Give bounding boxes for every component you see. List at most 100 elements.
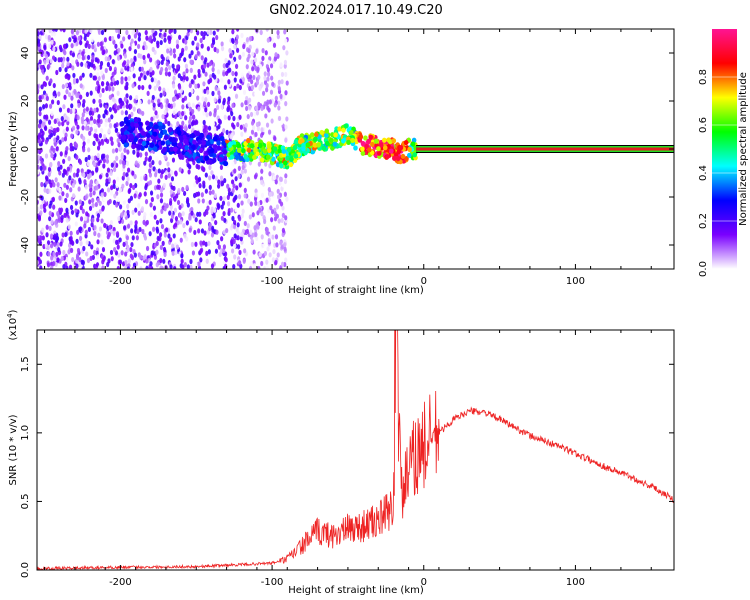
ridge-cell [389, 148, 394, 154]
heatmap-cell [269, 89, 274, 95]
heatmap-cell [216, 29, 220, 32]
heatmap-cell [214, 175, 219, 181]
heatmap-cell [240, 32, 244, 39]
heatmap-cell [57, 91, 61, 97]
heatmap-cell [62, 29, 66, 33]
heatmap-cell [272, 225, 276, 231]
heatmap-cell [221, 200, 226, 206]
heatmap-cell [213, 46, 217, 53]
heatmap-cell [71, 52, 76, 58]
heatmap-cell [254, 231, 258, 238]
heatmap-cell [56, 126, 60, 133]
spectrogram-x-label: Height of straight line (km) [288, 285, 424, 296]
heatmap-cell [45, 114, 49, 120]
heatmap-cell [233, 219, 237, 225]
y-tick-label: -20 [20, 189, 31, 205]
heatmap-cell [114, 127, 119, 133]
heatmap-cell [184, 115, 188, 121]
ridge-cell [131, 143, 136, 150]
ridge-cell [385, 153, 390, 160]
heatmap-cell [52, 82, 56, 89]
heatmap-cell [97, 122, 101, 128]
ridge-cell [149, 142, 155, 148]
heatmap-cell [284, 38, 288, 44]
heatmap-cell [217, 203, 221, 209]
ridge-cell [211, 157, 217, 163]
heatmap-cell [158, 160, 162, 166]
heatmap-cell [41, 130, 45, 136]
heatmap-cell [175, 244, 180, 250]
heatmap-cell [179, 88, 183, 94]
heatmap-cell [94, 57, 98, 63]
heatmap-cell [179, 237, 183, 243]
heatmap-cell [76, 61, 80, 67]
heatmap-cell [173, 53, 177, 59]
heatmap-cell [177, 56, 181, 62]
heatmap-cell [68, 209, 72, 215]
heatmap-cell [120, 79, 124, 85]
ridge-cell [145, 132, 151, 139]
heatmap-cell [60, 116, 64, 122]
heatmap-cell [40, 181, 44, 188]
heatmap-cell [238, 114, 242, 120]
heatmap-cell [44, 125, 48, 131]
ridge-cell [272, 146, 278, 152]
heatmap-cell [88, 199, 92, 205]
ridge-cell [377, 150, 382, 156]
heatmap-cell [226, 201, 231, 207]
heatmap-cell [133, 228, 138, 234]
heatmap-cell [79, 240, 83, 247]
heatmap-cell [155, 228, 160, 234]
heatmap-cell [75, 172, 79, 178]
heatmap-cell [105, 158, 110, 164]
heatmap-cell [157, 178, 161, 184]
heatmap-cell [126, 223, 131, 229]
heatmap-cell [197, 106, 201, 112]
heatmap-cell [67, 224, 71, 230]
heatmap-cell [146, 70, 150, 76]
heatmap-cell [65, 256, 69, 263]
ridge-cell [158, 125, 163, 131]
heatmap-cell [104, 104, 108, 110]
heatmap-cell [52, 182, 56, 188]
heatmap-cell [91, 155, 95, 161]
heatmap-cell [65, 192, 69, 198]
heatmap-cell [38, 111, 42, 117]
heatmap-cell [246, 113, 250, 120]
heatmap-cell [279, 201, 284, 207]
heatmap-cell [121, 261, 126, 267]
heatmap-cell [174, 216, 179, 222]
heatmap-cell [102, 158, 106, 164]
heatmap-cell [93, 230, 97, 237]
heatmap-cell [53, 233, 57, 239]
heatmap-cell [204, 107, 208, 113]
heatmap-cell [187, 29, 191, 33]
heatmap-cell [105, 178, 109, 184]
heatmap-cell [141, 228, 145, 235]
spectrogram-x-axis: -200 -100 0 100 [44, 29, 652, 287]
heatmap-cell [45, 75, 49, 81]
heatmap-cell [72, 125, 76, 131]
heatmap-cell [246, 72, 250, 79]
ridge-cell [376, 146, 381, 152]
heatmap-cell [156, 235, 160, 242]
heatmap-cell [64, 197, 68, 204]
ridge-cell [341, 127, 346, 133]
heatmap-cell [260, 211, 264, 217]
heatmap-cell [181, 47, 185, 53]
heatmap-cell [174, 250, 178, 256]
heatmap-cell [134, 207, 138, 213]
heatmap-cell [106, 187, 111, 193]
heatmap-cell [62, 129, 66, 135]
x-tick-label: -100 [261, 577, 284, 588]
heatmap-cell [171, 243, 175, 249]
heatmap-cell [219, 195, 223, 201]
heatmap-cell [267, 237, 271, 243]
heatmap-cell [241, 208, 245, 214]
ridge-cell [195, 131, 201, 137]
heatmap-cell [222, 100, 226, 106]
heatmap-cell [37, 169, 40, 175]
heatmap-cell [89, 29, 93, 34]
heatmap-cell [238, 54, 242, 60]
heatmap-cell [201, 198, 205, 204]
